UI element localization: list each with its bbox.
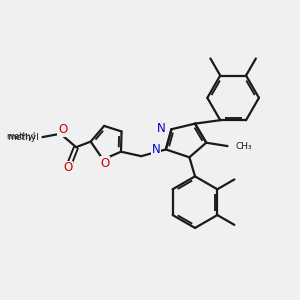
Text: O: O	[64, 161, 73, 174]
Text: O: O	[100, 157, 109, 170]
Text: N: N	[157, 122, 166, 135]
Text: O: O	[58, 123, 67, 136]
Text: methyl: methyl	[6, 132, 36, 141]
Text: N: N	[152, 143, 160, 156]
Text: methyl: methyl	[8, 133, 39, 142]
Text: CH₃: CH₃	[236, 142, 252, 151]
